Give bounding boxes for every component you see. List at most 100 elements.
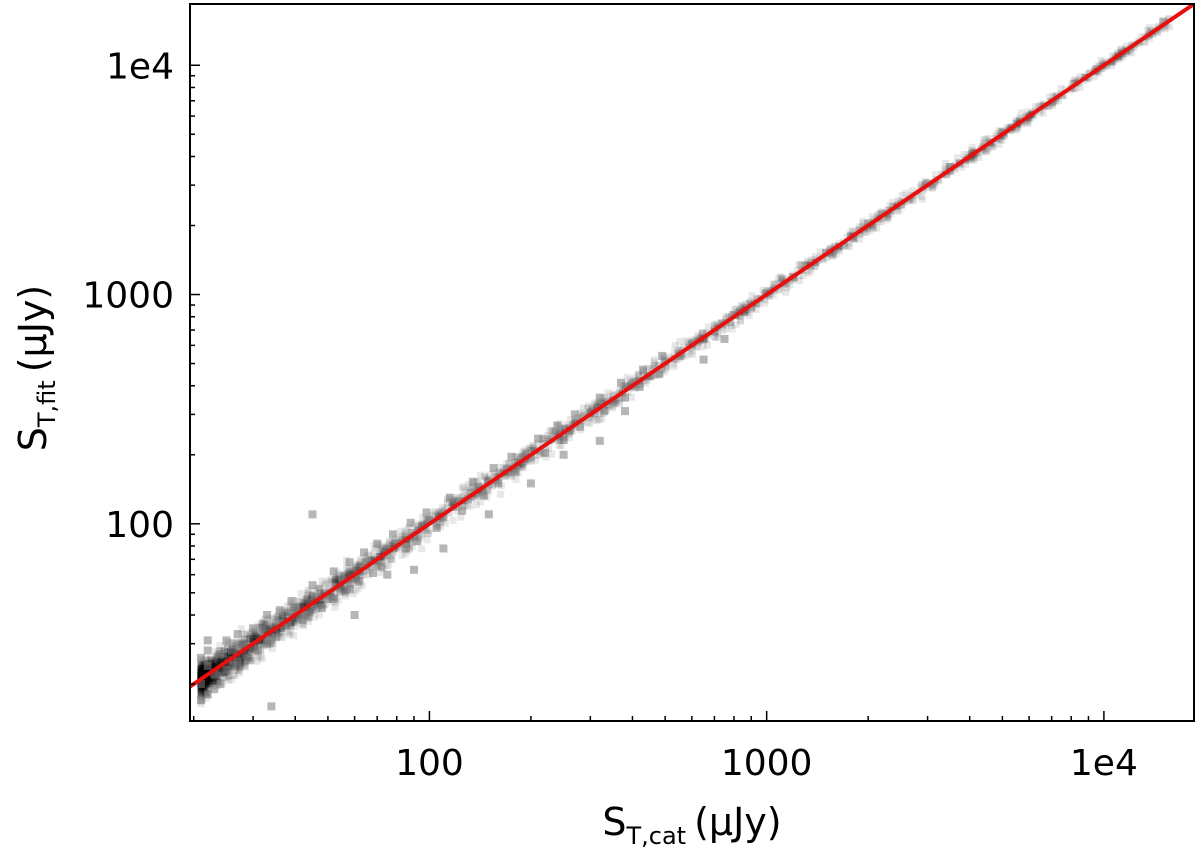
cloud-point xyxy=(616,386,624,394)
cloud-point xyxy=(197,686,205,694)
cloud-point xyxy=(467,487,475,495)
cloud-point xyxy=(548,450,556,458)
cloud-point xyxy=(210,658,218,665)
cloud-point xyxy=(774,275,782,283)
cloud-point xyxy=(712,333,719,341)
cloud-point xyxy=(662,362,670,370)
cloud-point xyxy=(466,484,474,492)
cloud-point xyxy=(834,245,842,252)
cloud-point xyxy=(511,458,519,466)
cloud-point xyxy=(225,672,233,680)
cloud-point xyxy=(898,191,906,199)
cloud-point xyxy=(591,399,598,407)
cloud-point xyxy=(307,596,315,604)
cloud-point xyxy=(221,648,229,656)
cloud-point xyxy=(360,571,368,578)
cloud-point xyxy=(202,668,210,676)
cloud-point xyxy=(477,471,484,479)
cloud-point xyxy=(197,668,205,676)
cloud-point xyxy=(203,669,211,676)
cloud-point xyxy=(465,488,473,496)
cloud-point xyxy=(235,665,243,673)
cloud-point xyxy=(472,493,480,501)
cloud-point xyxy=(501,473,508,481)
cloud-point xyxy=(969,147,977,155)
data-point xyxy=(249,624,258,633)
cloud-point xyxy=(475,490,482,498)
cloud-point xyxy=(349,570,356,578)
cloud-point xyxy=(200,668,208,676)
cloud-point xyxy=(423,536,431,544)
cloud-point xyxy=(197,689,205,696)
cloud-point xyxy=(299,603,307,611)
cloud-point xyxy=(199,663,207,671)
cloud-point xyxy=(965,155,973,163)
cloud-point xyxy=(197,673,205,681)
cloud-point xyxy=(260,615,268,623)
data-point xyxy=(621,393,629,402)
cloud-point xyxy=(247,633,255,641)
cloud-point xyxy=(1011,126,1019,134)
cloud-point xyxy=(694,331,702,339)
data-point xyxy=(287,597,296,606)
cloud-point xyxy=(698,329,706,337)
cloud-point xyxy=(573,415,581,423)
cloud-point xyxy=(293,615,301,623)
cloud-point xyxy=(206,666,214,674)
cloud-point xyxy=(324,585,332,593)
cloud-point xyxy=(377,557,385,565)
cloud-point xyxy=(252,635,260,642)
cloud-point xyxy=(295,598,303,605)
cloud-point xyxy=(304,617,312,625)
cloud-point xyxy=(257,619,265,627)
cloud-point xyxy=(527,446,535,454)
cloud-point xyxy=(995,140,1003,148)
cloud-point xyxy=(584,418,592,426)
cloud-point xyxy=(197,666,205,674)
cloud-point xyxy=(229,639,237,647)
cloud-point xyxy=(233,667,241,674)
cloud-point xyxy=(856,230,864,238)
cloud-point xyxy=(648,365,656,373)
cloud-point xyxy=(199,687,207,695)
cloud-point xyxy=(917,193,925,201)
cloud-point xyxy=(600,394,608,402)
cloud-point xyxy=(736,313,744,320)
cloud-point xyxy=(397,527,404,535)
cloud-point xyxy=(203,667,211,675)
data-point xyxy=(401,544,410,553)
cloud-point xyxy=(419,514,427,521)
cloud-point xyxy=(283,602,291,610)
cloud-point xyxy=(208,677,216,685)
cloud-point xyxy=(201,677,209,685)
cloud-point xyxy=(511,459,519,467)
cloud-point xyxy=(212,659,220,667)
cloud-point xyxy=(609,404,617,412)
cloud-point xyxy=(340,571,348,579)
cloud-point xyxy=(621,381,629,389)
cloud-point xyxy=(204,680,211,688)
cloud-point xyxy=(1115,56,1123,63)
cloud-point xyxy=(206,655,214,663)
cloud-point xyxy=(277,624,285,632)
cloud-point xyxy=(262,635,270,643)
cloud-point xyxy=(198,666,205,674)
cloud-point xyxy=(202,676,210,684)
data-point xyxy=(368,569,377,577)
cloud-point xyxy=(458,500,466,508)
cloud-point xyxy=(342,571,350,579)
cloud-point xyxy=(199,686,207,694)
cloud-point xyxy=(242,663,249,671)
data-point xyxy=(329,595,338,603)
cloud-point xyxy=(245,649,253,657)
cloud-point xyxy=(197,667,205,674)
cloud-point xyxy=(753,294,761,302)
cloud-point xyxy=(804,259,811,267)
cloud-point xyxy=(246,632,254,640)
cloud-point xyxy=(258,639,266,647)
cloud-point xyxy=(205,679,213,687)
cloud-point xyxy=(465,481,473,488)
cloud-point xyxy=(279,612,287,620)
cloud-point xyxy=(753,300,761,308)
cloud-point xyxy=(206,678,214,686)
